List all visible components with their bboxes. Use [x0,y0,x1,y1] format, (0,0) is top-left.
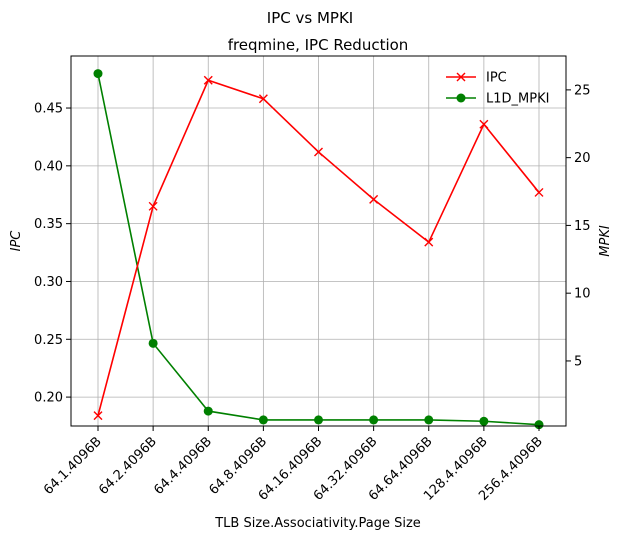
data-point-ipc [369,194,379,204]
y-left-tick-label: 0.35 [34,217,63,232]
data-point-ipc-stroke-b [424,237,434,247]
x-tick-label: 64.1.4096B [41,434,105,498]
data-point-l1d-mpki [369,415,379,425]
data-point-ipc-stroke-b [203,75,213,85]
y-right-tick-label: 25 [574,83,591,98]
chart-title: freqmine, IPC Reduction [228,36,409,54]
y-axis-label-right: MPKI [598,225,613,257]
grid [71,56,566,426]
legend: IPC L1D_MPKI [446,71,549,107]
data-point-ipc-stroke-b [93,411,103,421]
data-point-ipc [258,94,268,104]
series-layer [93,69,544,430]
legend-marker-ipc [456,72,466,82]
data-point-ipc-stroke-b [369,194,379,204]
y-right-tick-label: 20 [574,151,591,166]
data-point-l1d-mpki [203,406,213,416]
data-point-ipc [534,187,544,197]
data-point-ipc-stroke-b [314,147,323,157]
data-point-ipc [479,119,489,129]
y-axis-left: 0.20 0.25 0.30 0.35 0.40 0.45 [34,102,71,406]
data-point-ipc-stroke-b [258,94,268,104]
x-axis-label: TLB Size.Associativity.Page Size [214,516,421,531]
y-right-tick-label: 5 [574,354,582,369]
y-left-tick-label: 0.20 [34,391,63,406]
data-point-ipc [203,75,213,85]
y-right-tick-label: 10 [574,287,591,302]
data-point-l1d-mpki [258,415,268,425]
legend-label-ipc: IPC [486,71,507,86]
data-point-l1d-mpki [93,69,103,79]
data-point-l1d-mpki [424,415,434,425]
data-point-l1d-mpki [479,416,489,426]
data-point-l1d-mpki [314,415,323,425]
chart-suptitle: IPC vs MPKI [267,9,353,27]
x-tick-label: 64.2.4096B [96,434,160,498]
y-left-tick-label: 0.30 [34,275,63,290]
data-point-ipc-stroke-b [534,187,544,197]
y-left-tick-label: 0.45 [34,102,63,117]
legend-label-l1d-mpki: L1D_MPKI [486,92,549,107]
data-point-ipc-stroke-b [479,119,489,129]
legend-marker-ipc-stroke-b [456,72,466,82]
y-left-tick-label: 0.25 [34,333,63,348]
data-point-ipc [93,411,103,421]
x-axis: 64.1.4096B64.2.4096B64.4.4096B64.8.4096B… [41,426,546,504]
legend-marker-l1d-mpki [456,93,466,103]
y-axis-label-left: IPC [9,230,24,252]
y-axis-right: 5 10 15 20 25 [566,83,591,369]
data-point-ipc [424,237,434,247]
data-point-l1d-mpki [534,420,544,430]
data-point-l1d-mpki [148,338,158,348]
data-point-ipc [314,147,323,157]
y-right-tick-label: 15 [574,219,591,234]
data-point-ipc [148,201,158,211]
x-tick-label: 64.4.4096B [151,434,215,498]
data-point-ipc-stroke-b [148,201,158,211]
y-left-tick-label: 0.40 [34,159,63,174]
